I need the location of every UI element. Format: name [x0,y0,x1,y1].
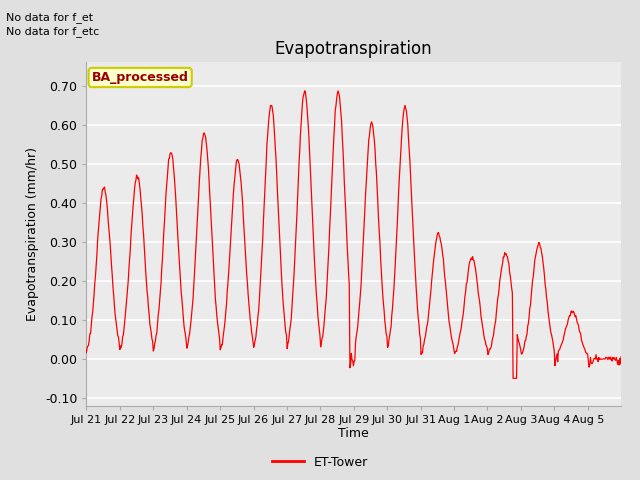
Text: No data for f_et: No data for f_et [6,12,93,23]
Text: BA_processed: BA_processed [92,71,189,84]
Legend: ET-Tower: ET-Tower [268,451,372,474]
Title: Evapotranspiration: Evapotranspiration [275,40,433,58]
Y-axis label: Evapotranspiration (mm/hr): Evapotranspiration (mm/hr) [26,147,40,321]
Text: No data for f_etc: No data for f_etc [6,26,100,37]
X-axis label: Time: Time [338,427,369,441]
